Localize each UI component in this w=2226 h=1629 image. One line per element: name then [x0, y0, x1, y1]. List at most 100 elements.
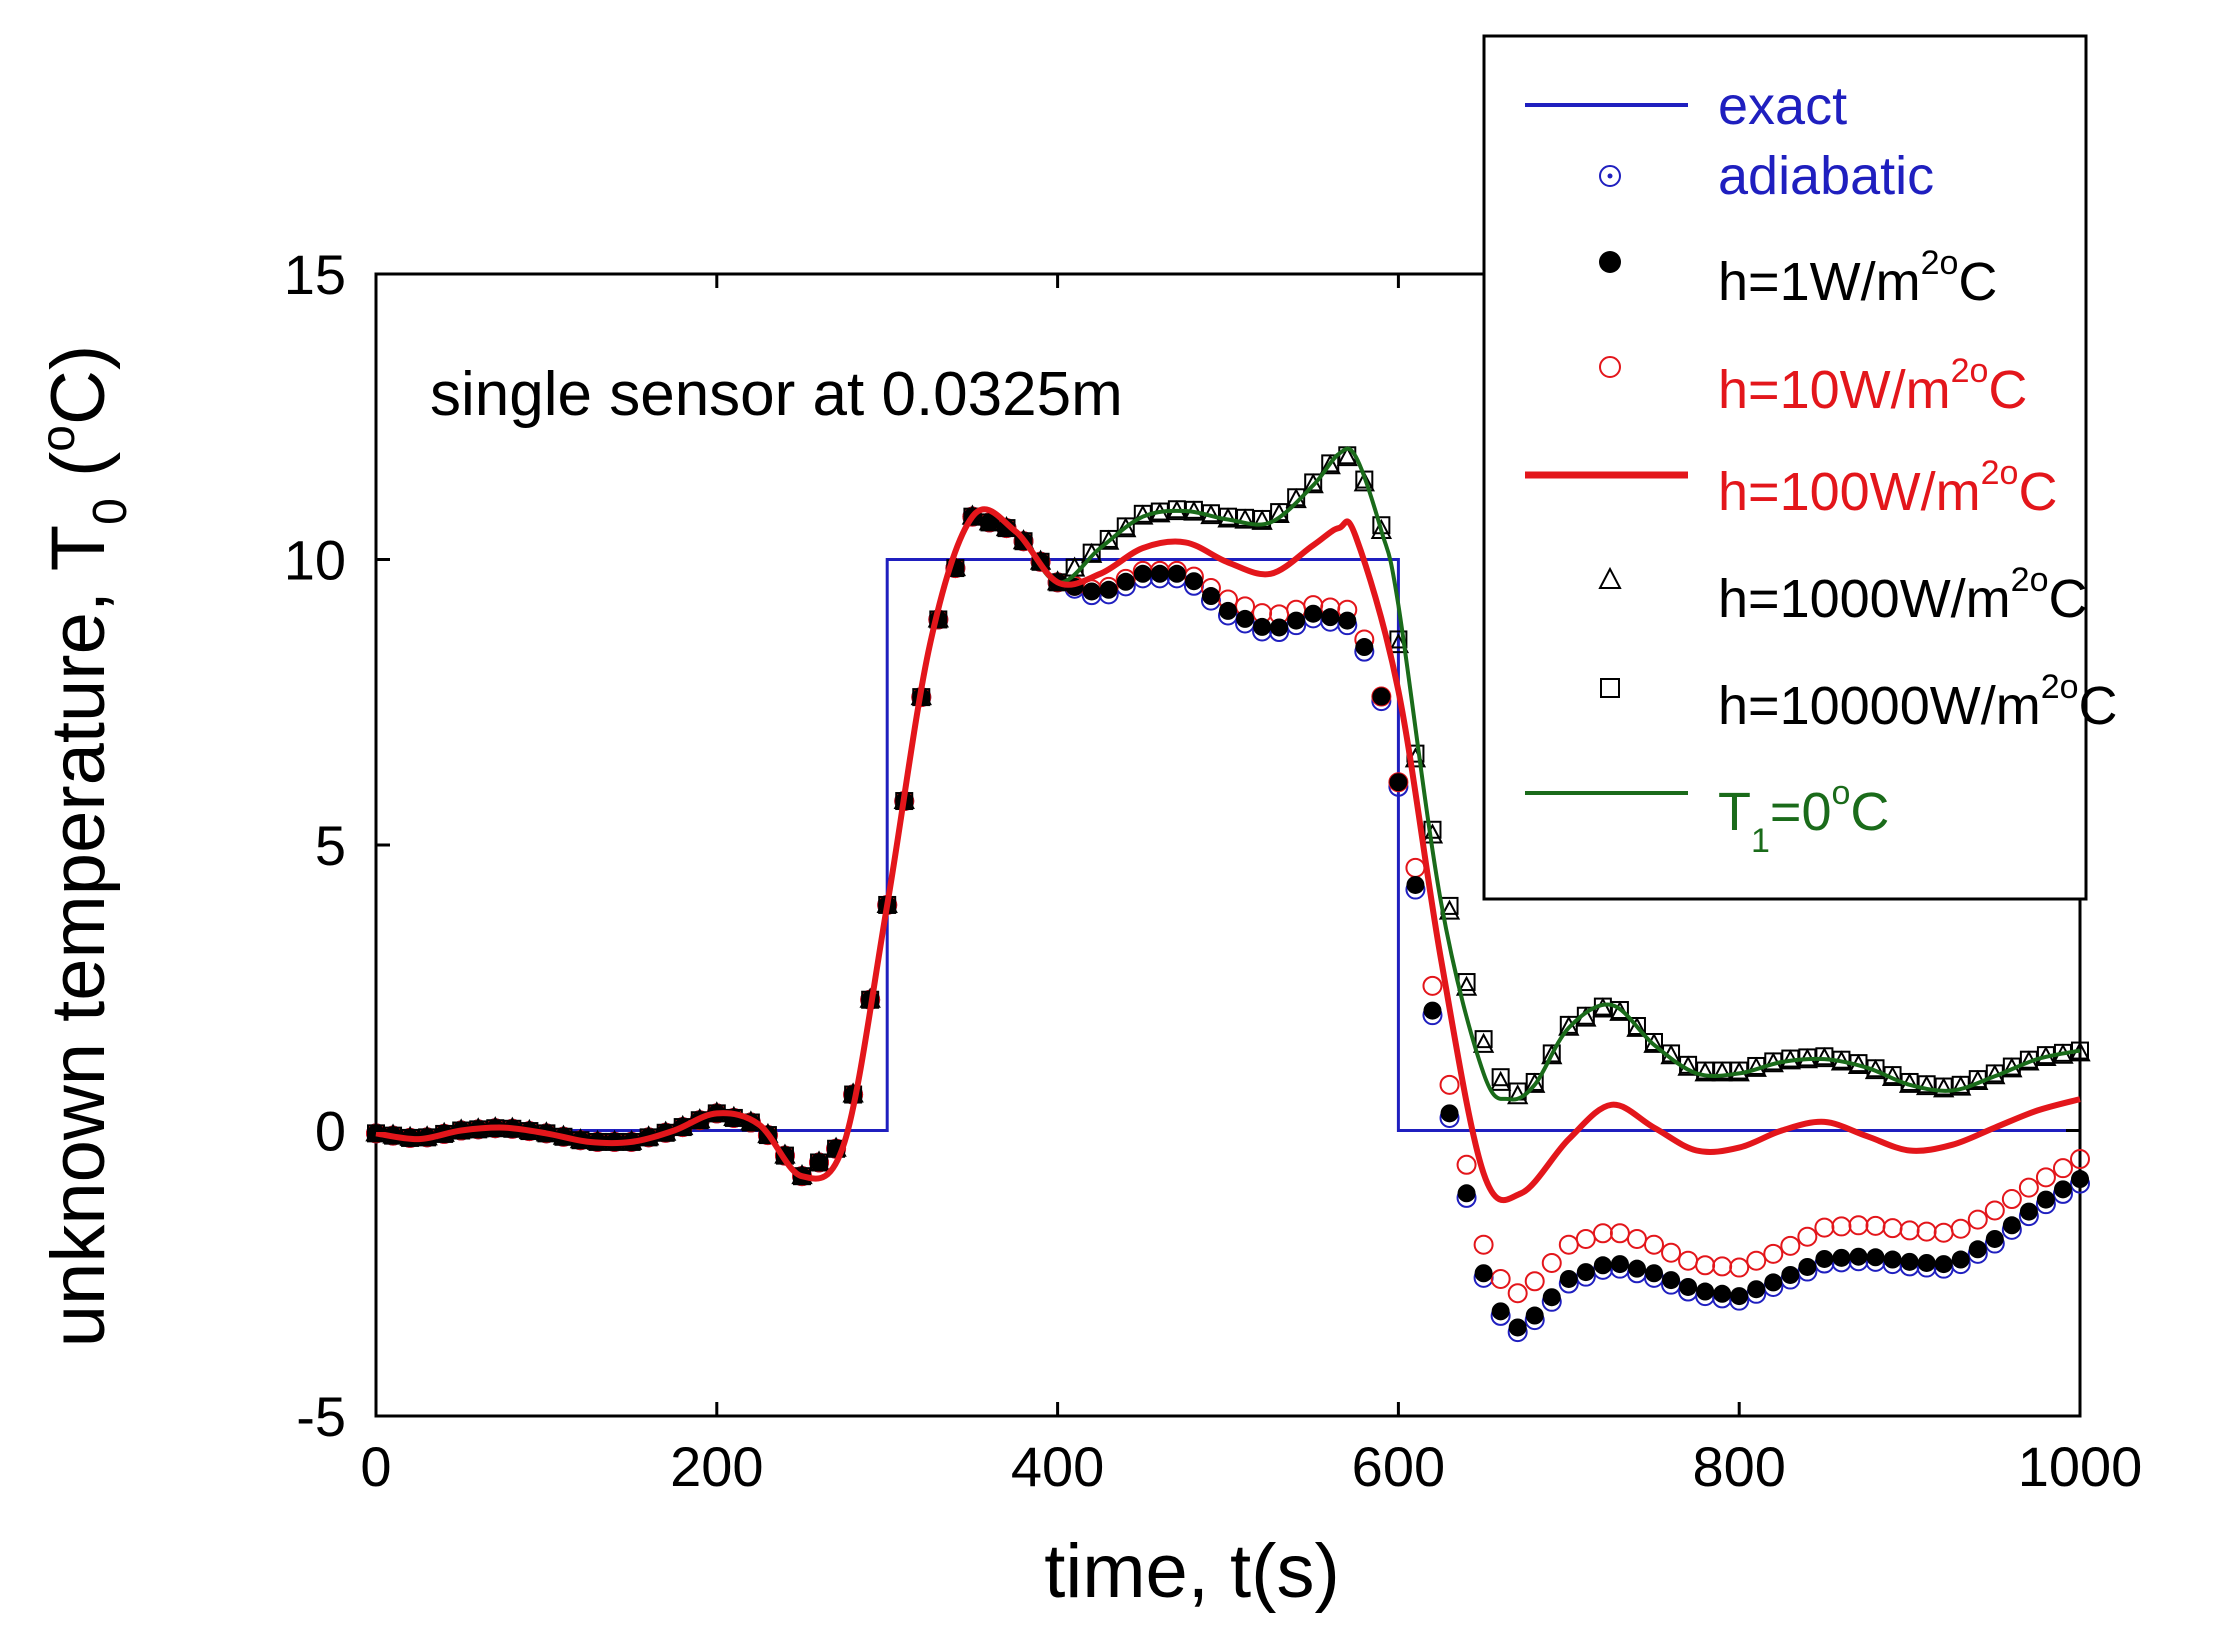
marker-h10000 [1474, 1030, 1493, 1049]
marker-h10 [1899, 1220, 1920, 1241]
marker-h1 [1900, 1252, 1919, 1271]
marker-h1 [1593, 1256, 1612, 1275]
marker-h1 [1440, 1104, 1459, 1123]
marker-h1 [1696, 1282, 1715, 1301]
marker-h1 [1082, 582, 1101, 601]
marker-h1 [1866, 1248, 1885, 1267]
marker-h10 [1763, 1243, 1784, 1264]
marker-h1 [1713, 1284, 1732, 1303]
chart-annotation: single sensor at 0.0325m [430, 360, 1123, 429]
legend-exact-label: exact [1718, 76, 1847, 136]
legend-marker-h10000 [1600, 678, 1620, 698]
marker-h1 [1150, 564, 1169, 583]
marker-h1000 [1524, 1072, 1546, 1093]
marker-h1000 [1915, 1074, 1938, 1096]
marker-h10 [2052, 1158, 2073, 1179]
legend-h10000-post: C [2079, 676, 2118, 736]
marker-h1000 [1711, 1061, 1733, 1082]
marker-h1 [1270, 618, 1289, 637]
marker-h10 [1456, 1154, 1477, 1175]
marker-h1 [1338, 611, 1357, 630]
legend-h100-pre: h=100W/m [1718, 462, 1981, 522]
marker-h1 [1253, 617, 1272, 636]
marker-h1 [367, 1124, 385, 1143]
marker-h1 [1133, 564, 1152, 583]
marker-h10 [1422, 975, 1443, 996]
y-tick-label: 15 [284, 243, 346, 306]
marker-h1000 [1694, 1061, 1716, 1082]
marker-h1 [1184, 572, 1203, 591]
legend-h100-sup: 2o [1981, 454, 2019, 492]
marker-h1000 [1251, 509, 1273, 530]
y-axis-label-deg: o [32, 425, 85, 452]
marker-h1 [1542, 1288, 1561, 1307]
marker-h10 [1405, 857, 1426, 878]
marker-h1 [1508, 1318, 1527, 1337]
marker-h10 [1865, 1215, 1886, 1236]
marker-h10 [1814, 1217, 1835, 1238]
marker-h1 [1730, 1287, 1749, 1306]
legend-marker-adiabatic-dot [1607, 173, 1613, 179]
marker-h1 [1219, 601, 1237, 620]
marker-h1 [1167, 564, 1186, 583]
marker-h1 [1627, 1259, 1646, 1278]
marker-h1 [1985, 1229, 2004, 1248]
legend-marker-h1 [1599, 251, 1621, 273]
legend-t1-post: C [1850, 782, 1889, 842]
legend-h1-pre: h=1W/m [1718, 252, 1921, 312]
marker-h1000 [1626, 1016, 1648, 1037]
marker-h1 [2019, 1202, 2038, 1221]
marker-h1 [1679, 1277, 1698, 1296]
y-tick-label: 0 [315, 1100, 346, 1163]
marker-h10 [1831, 1216, 1852, 1237]
marker-h10 [1473, 1234, 1494, 1255]
legend-marker-h10 [1599, 356, 1621, 378]
marker-h1000 [1558, 1015, 1580, 1036]
marker-h1 [1116, 572, 1135, 591]
marker-h1000 [1115, 517, 1137, 538]
marker-h10 [1746, 1250, 1767, 1271]
marker-h1000 [1302, 473, 1324, 494]
marker-h10 [1882, 1218, 1903, 1239]
marker-h10000 [1389, 630, 1408, 649]
marker-h1 [1474, 1264, 1493, 1283]
legend-h100-post: C [2018, 462, 2057, 522]
legend-h1000-pre: h=1000W/m [1718, 569, 2011, 629]
legend: exact adiabatic h=1W/m2oC h=10W/m2oC h=1… [1482, 34, 2118, 901]
marker-h1 [1798, 1257, 1817, 1276]
legend-h10000-sup: 2o [2041, 668, 2079, 706]
y-axis-label-open: ( [36, 452, 121, 498]
marker-h1 [1525, 1306, 1544, 1325]
marker-h1 [1423, 1001, 1442, 1020]
marker-h10 [1712, 1256, 1733, 1277]
legend-t1-sup: o [1832, 774, 1851, 812]
legend-t1-mid: =0 [1770, 782, 1832, 842]
y-axis-label-close: C) [36, 345, 121, 425]
legend-markers [1525, 103, 1688, 795]
marker-h1 [1747, 1280, 1766, 1299]
marker-h1 [1372, 687, 1391, 706]
legend-h1000-post: C [2048, 569, 2087, 629]
legend-text-h10000: h=10000W/m2oC [1718, 668, 2118, 736]
legend-h10-pre: h=10W/m [1718, 360, 1951, 420]
legend-text-t1: T1=0oC [1718, 774, 1889, 860]
marker-h1 [1815, 1249, 1834, 1268]
marker-h10 [1678, 1250, 1699, 1271]
marker-h1000 [1438, 899, 1461, 920]
legend-text-h1: h=1W/m2oC [1718, 244, 1997, 312]
marker-h10 [2070, 1149, 2090, 1170]
marker-h1 [1287, 611, 1306, 630]
marker-h1000 [808, 1150, 830, 1171]
marker-h1 [1304, 604, 1323, 623]
marker-h10 [1507, 1283, 1528, 1304]
x-tick-label: 600 [1352, 1435, 1445, 1498]
marker-h1 [1934, 1255, 1953, 1274]
marker-h10 [2001, 1189, 2022, 1210]
marker-h10 [1950, 1218, 1971, 1239]
legend-text-exact: exact [1718, 76, 1847, 136]
marker-h1 [1457, 1184, 1476, 1203]
marker-h1000 [757, 1122, 779, 1144]
marker-h1000 [1472, 1032, 1495, 1053]
